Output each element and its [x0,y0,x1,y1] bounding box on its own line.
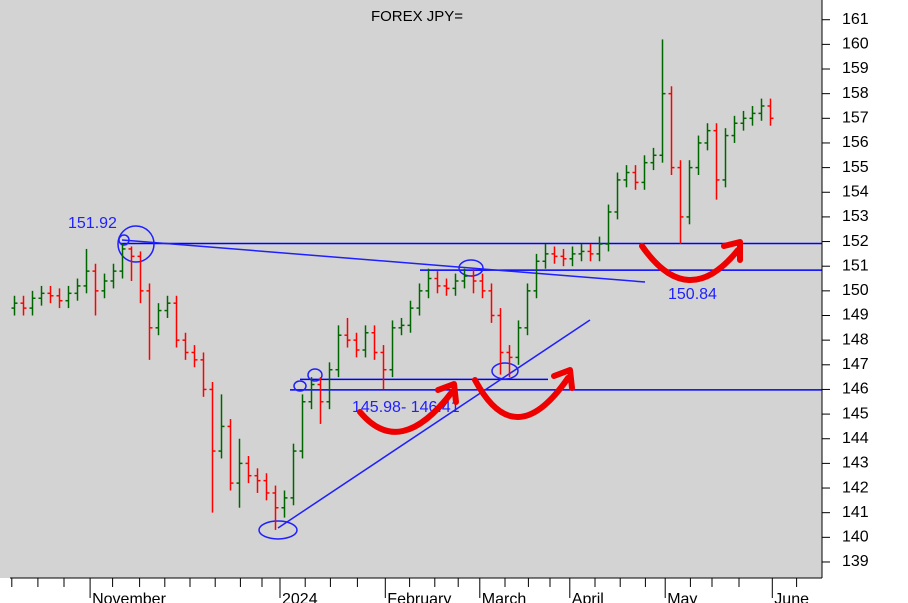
x-tick-label: November [92,591,166,603]
arrow [357,389,455,435]
y-tick-label: 158 [842,85,869,102]
y-tick-label: 142 [842,479,869,496]
x-tick-label: March [482,591,526,603]
circle-marker [117,225,155,263]
y-tick-label: 141 [842,504,869,521]
trend-line [121,239,646,283]
arrows [357,239,743,435]
circle-marker [258,520,298,540]
circle-marker [491,362,519,380]
arrow-head [551,367,575,391]
y-tick-label: 161 [842,11,869,28]
y-tick-label: 143 [842,455,869,472]
y-tick-label: 157 [842,110,869,127]
y-tick-label: 149 [842,307,869,324]
circle-marker [293,380,307,392]
y-tick-label: 148 [842,331,869,348]
y-tick-label: 147 [842,356,869,373]
annotation: 150.84 [668,286,717,303]
y-tick-label: 155 [842,159,869,176]
x-tick-label: May [667,591,697,603]
y-tick-label: 150 [842,282,869,299]
circle-marker [118,234,130,246]
y-tick-label: 139 [842,553,869,570]
y-tick-label: 153 [842,208,869,225]
y-tick-label: 152 [842,233,869,250]
y-tick-label: 156 [842,134,869,151]
x-tick-label: 2024 [282,591,318,603]
arrow-head [435,381,459,405]
y-tick-label: 140 [842,529,869,546]
chart-title: FOREX JPY= [371,8,463,25]
annotation: 151.92 [68,215,117,232]
y-tick-label: 154 [842,183,869,200]
y-tick-label: 146 [842,381,869,398]
trend-line [277,319,591,529]
x-tick-label: February [387,591,451,603]
arrow-head [721,239,743,263]
plot-background [0,0,822,578]
y-tick-label: 151 [842,257,869,274]
x-tick-label: April [572,591,604,603]
y-tick-label: 145 [842,405,869,422]
arrow [639,243,741,283]
circle-marker [307,368,323,382]
y-tick-label: 159 [842,60,869,77]
y-tick-label: 144 [842,430,869,447]
y-tick-label: 160 [842,36,869,53]
x-tick-label: June [774,591,809,603]
drawings [117,225,646,540]
arrow [472,375,571,420]
